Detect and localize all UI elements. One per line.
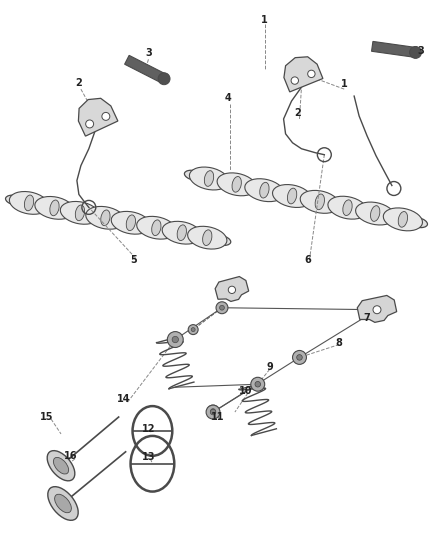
Circle shape <box>410 46 421 59</box>
Ellipse shape <box>272 184 312 207</box>
Text: 14: 14 <box>117 394 131 404</box>
Circle shape <box>293 351 305 364</box>
Ellipse shape <box>184 170 206 181</box>
Text: 7: 7 <box>364 313 371 322</box>
Polygon shape <box>371 42 416 58</box>
Circle shape <box>228 286 236 294</box>
Text: 10: 10 <box>239 386 253 396</box>
Ellipse shape <box>232 176 241 192</box>
Polygon shape <box>215 277 249 302</box>
Circle shape <box>293 351 307 365</box>
Ellipse shape <box>328 196 367 219</box>
Text: 4: 4 <box>225 93 231 103</box>
Text: 13: 13 <box>142 452 155 462</box>
Ellipse shape <box>217 173 256 196</box>
Ellipse shape <box>177 225 187 240</box>
Text: 9: 9 <box>266 362 273 373</box>
Circle shape <box>102 112 110 120</box>
Ellipse shape <box>315 194 325 209</box>
Text: 8: 8 <box>336 337 343 348</box>
Circle shape <box>252 378 264 390</box>
Circle shape <box>188 325 198 335</box>
Ellipse shape <box>187 227 227 249</box>
Text: 5: 5 <box>130 255 137 265</box>
Circle shape <box>167 332 183 348</box>
Ellipse shape <box>260 182 269 198</box>
Ellipse shape <box>371 206 380 221</box>
Text: 1: 1 <box>341 79 348 89</box>
Ellipse shape <box>152 220 161 236</box>
Ellipse shape <box>406 217 427 228</box>
Ellipse shape <box>9 191 49 214</box>
Ellipse shape <box>60 201 99 224</box>
Polygon shape <box>357 295 397 322</box>
Ellipse shape <box>86 206 125 229</box>
Text: 11: 11 <box>211 412 225 422</box>
Circle shape <box>172 336 178 343</box>
Text: 6: 6 <box>304 255 311 265</box>
Circle shape <box>251 377 265 391</box>
Ellipse shape <box>35 197 74 219</box>
Text: 1: 1 <box>261 14 268 25</box>
Circle shape <box>210 409 216 415</box>
Ellipse shape <box>343 200 352 215</box>
Circle shape <box>297 355 302 360</box>
Ellipse shape <box>126 215 135 231</box>
Text: 16: 16 <box>64 451 78 461</box>
Ellipse shape <box>203 230 212 246</box>
Ellipse shape <box>162 221 201 244</box>
Circle shape <box>211 409 215 414</box>
Circle shape <box>255 382 260 386</box>
Text: 12: 12 <box>142 424 155 434</box>
Circle shape <box>255 382 261 387</box>
Circle shape <box>86 120 94 128</box>
Ellipse shape <box>48 487 78 520</box>
Ellipse shape <box>205 171 214 187</box>
Ellipse shape <box>137 216 176 239</box>
Text: 2: 2 <box>75 78 82 88</box>
Polygon shape <box>125 55 166 83</box>
Ellipse shape <box>189 167 229 190</box>
Ellipse shape <box>25 195 34 211</box>
Polygon shape <box>284 57 323 92</box>
Circle shape <box>373 306 381 314</box>
Circle shape <box>216 302 228 314</box>
Ellipse shape <box>50 200 59 216</box>
Ellipse shape <box>398 212 408 227</box>
Polygon shape <box>78 98 118 136</box>
Circle shape <box>191 328 195 332</box>
Ellipse shape <box>53 457 69 474</box>
Circle shape <box>291 77 298 84</box>
Ellipse shape <box>209 235 231 246</box>
Ellipse shape <box>111 212 151 234</box>
Text: 3: 3 <box>145 49 152 58</box>
Text: 3: 3 <box>417 46 424 56</box>
Circle shape <box>207 405 219 417</box>
Ellipse shape <box>300 190 339 213</box>
Ellipse shape <box>75 205 85 221</box>
Circle shape <box>219 305 224 310</box>
Ellipse shape <box>101 210 110 225</box>
Ellipse shape <box>287 188 297 204</box>
Ellipse shape <box>356 202 395 225</box>
Circle shape <box>158 73 170 85</box>
Ellipse shape <box>383 208 423 231</box>
Circle shape <box>297 354 302 360</box>
Ellipse shape <box>245 179 284 201</box>
Text: 15: 15 <box>40 412 54 422</box>
Text: 2: 2 <box>294 108 301 118</box>
Ellipse shape <box>6 195 27 206</box>
Circle shape <box>206 405 220 419</box>
Circle shape <box>307 70 315 78</box>
Ellipse shape <box>47 450 75 481</box>
Ellipse shape <box>55 494 71 513</box>
